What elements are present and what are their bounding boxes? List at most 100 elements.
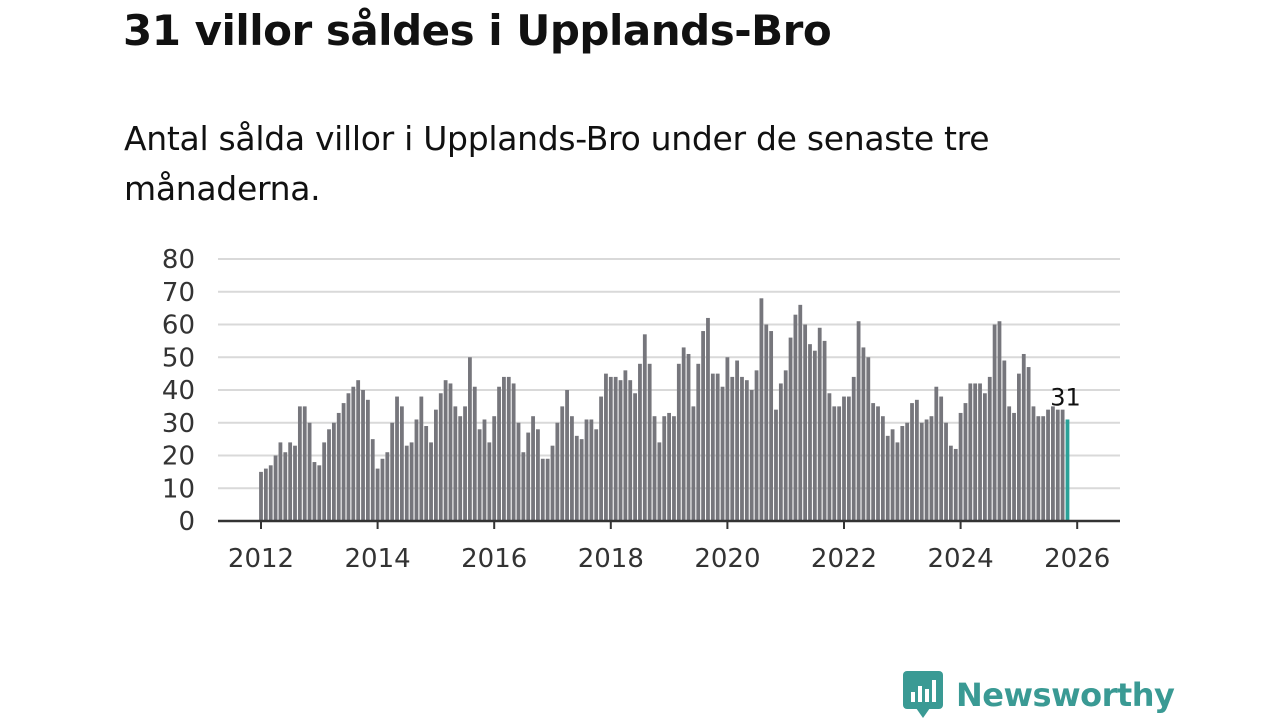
bar <box>623 370 628 521</box>
x-tick-label: 2022 <box>811 544 877 574</box>
bar <box>803 324 808 521</box>
y-tick-label: 20 <box>162 442 195 472</box>
bar <box>259 471 263 522</box>
bar <box>798 304 803 521</box>
bar <box>273 455 278 521</box>
bar <box>536 429 540 521</box>
x-tick-label: 2016 <box>461 544 527 574</box>
bar <box>380 458 385 521</box>
bar <box>1031 406 1036 522</box>
bar <box>958 412 963 521</box>
bar <box>953 448 958 521</box>
bar <box>769 331 774 521</box>
y-tick-label: 60 <box>162 311 195 341</box>
bar <box>652 416 657 521</box>
bar <box>307 422 312 521</box>
bar <box>730 376 735 521</box>
bar <box>846 396 851 521</box>
bar <box>997 321 1002 521</box>
bar <box>657 442 662 521</box>
bar <box>594 429 599 521</box>
bar <box>628 380 633 521</box>
bar <box>356 380 361 521</box>
bar <box>1007 406 1012 522</box>
bar <box>1021 353 1026 521</box>
bar <box>788 337 793 521</box>
bar <box>735 360 740 521</box>
bar <box>574 435 579 521</box>
bar <box>1041 416 1046 521</box>
bar <box>468 357 472 521</box>
bar <box>740 376 744 521</box>
bar <box>715 373 720 522</box>
bar <box>793 314 798 521</box>
bar <box>827 393 832 521</box>
bar <box>278 442 283 521</box>
bar <box>361 390 365 521</box>
last-value-label: 31 <box>1050 383 1081 411</box>
bar <box>458 416 463 521</box>
bar <box>599 396 603 521</box>
bar <box>438 393 443 521</box>
y-tick-label: 10 <box>162 474 195 504</box>
bar <box>414 419 419 521</box>
bar <box>817 327 822 521</box>
bar <box>424 426 429 521</box>
newsworthy-logo-icon <box>903 671 943 718</box>
bar <box>409 442 414 521</box>
bar <box>613 376 618 521</box>
bar <box>710 373 715 522</box>
bar <box>720 386 725 521</box>
bar <box>399 406 404 522</box>
x-tick-label: 2018 <box>578 544 644 574</box>
x-tick-label: 2024 <box>928 544 994 574</box>
y-tick-label: 80 <box>162 245 195 275</box>
bar <box>531 416 535 521</box>
bar <box>866 357 871 521</box>
bar <box>642 334 647 521</box>
bar <box>482 419 487 521</box>
bar <box>992 324 997 521</box>
bar <box>982 393 987 521</box>
bar <box>944 422 948 521</box>
bar <box>1046 409 1050 521</box>
bar <box>404 445 409 521</box>
bar <box>701 331 706 521</box>
bar <box>511 383 516 521</box>
bar <box>390 422 395 521</box>
bar <box>540 458 545 521</box>
bar <box>832 406 837 522</box>
bar <box>667 412 671 521</box>
bar <box>365 399 370 521</box>
bar <box>1055 409 1060 521</box>
bar <box>633 393 637 521</box>
bar <box>463 406 467 522</box>
bar <box>900 426 905 521</box>
bar <box>910 403 914 521</box>
bar <box>676 363 681 521</box>
bar <box>856 321 861 521</box>
bar <box>448 383 453 521</box>
bar <box>419 396 424 521</box>
bar <box>783 370 788 521</box>
chart-title: 31 villor såldes i Upplands-Bro <box>123 6 832 55</box>
bar <box>948 445 953 521</box>
bar <box>502 376 506 521</box>
bar <box>555 422 560 521</box>
bar <box>521 452 526 521</box>
bar <box>919 422 924 521</box>
bar <box>842 396 846 521</box>
bar <box>268 465 273 521</box>
newsworthy-logo[interactable]: Newsworthy <box>902 670 1175 720</box>
bar <box>351 386 356 521</box>
bar <box>302 406 307 522</box>
bar <box>939 396 944 521</box>
bar <box>885 435 890 521</box>
bar <box>618 380 623 521</box>
y-tick-label: 50 <box>162 343 195 373</box>
bar <box>263 468 268 521</box>
bar <box>837 406 842 522</box>
x-tick-label: 2012 <box>228 544 294 574</box>
